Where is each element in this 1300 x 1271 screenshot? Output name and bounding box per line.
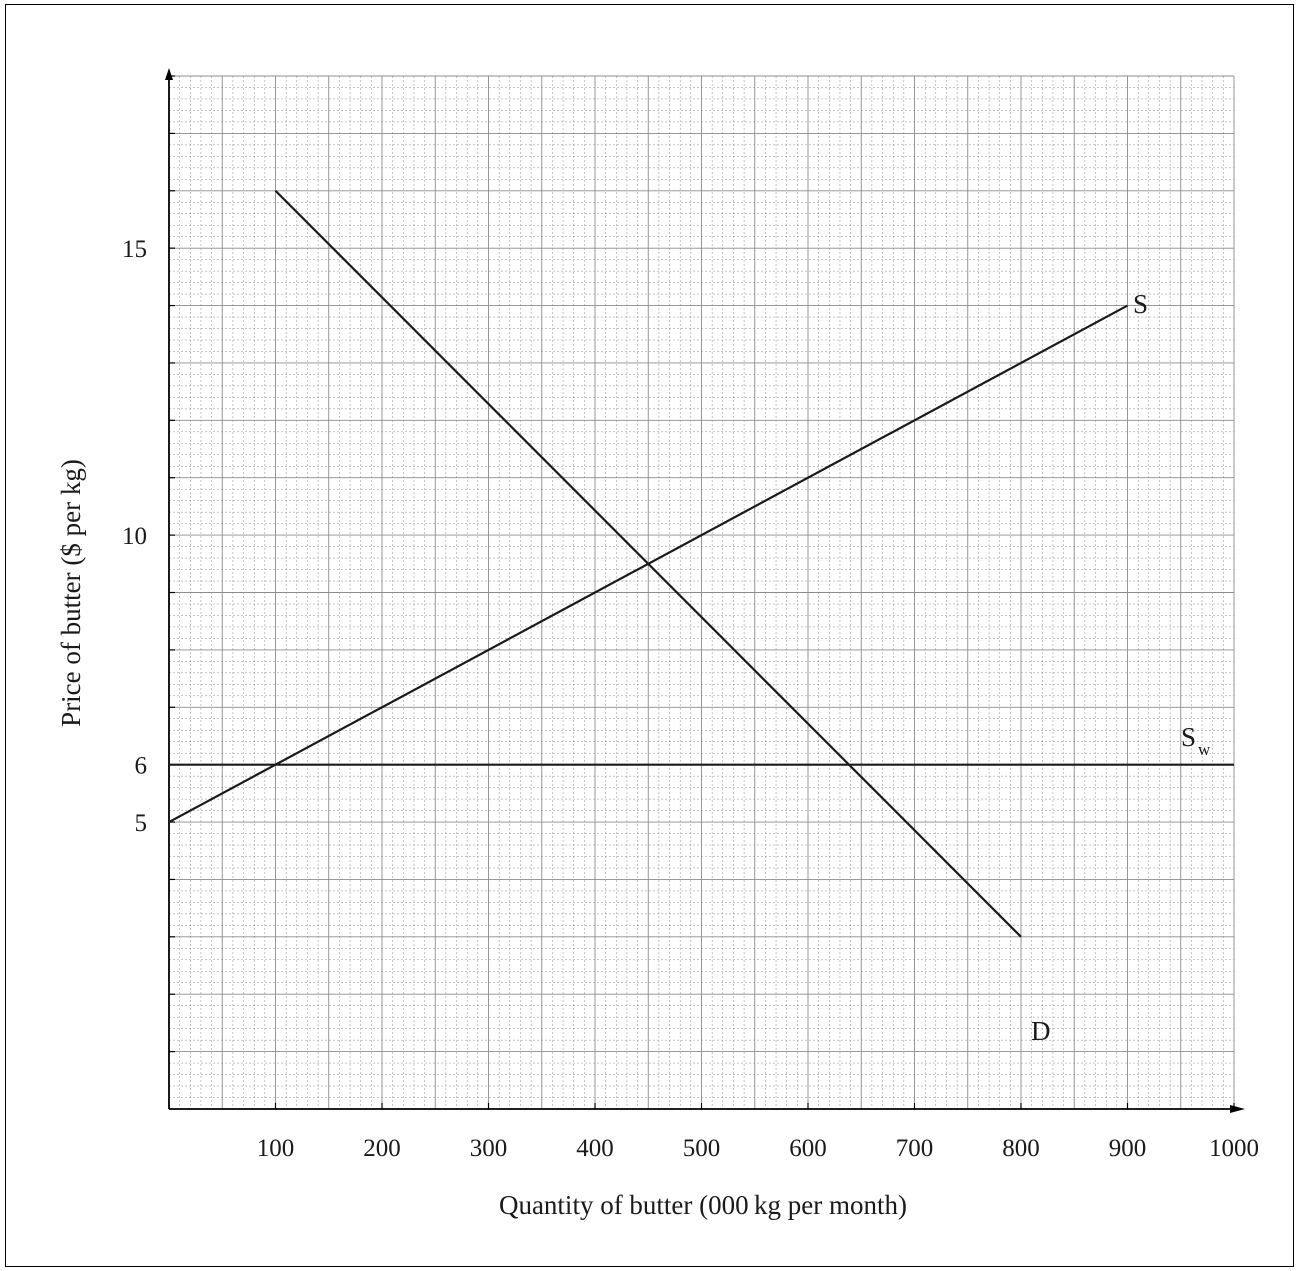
x-tick-label: 100: [257, 1135, 295, 1162]
tick-labels: 100 200 300 400 500 600 700 800 900 1000 5 6 10 15: [122, 236, 1259, 1162]
y-tick-label: 15: [122, 236, 147, 263]
x-tick-label: 500: [683, 1135, 721, 1162]
y-tick-label: 10: [122, 523, 147, 550]
x-tick-label: 900: [1109, 1135, 1147, 1162]
y-axis-arrowhead: [165, 68, 173, 80]
y-tick-label: 6: [135, 753, 148, 780]
curve-label-world-supply-subscript: w: [1198, 740, 1211, 759]
axes: [165, 68, 1245, 1113]
x-tick-label: 800: [1002, 1135, 1040, 1162]
grid: [169, 76, 1234, 1109]
y-tick-label: 5: [135, 810, 148, 837]
y-axis-label: Price of butter ($ per kg): [56, 459, 86, 727]
x-axis-arrowhead: [1230, 1105, 1245, 1113]
x-axis-label: Quantity of butter (000 kg per month): [499, 1190, 907, 1220]
curve-label-world-supply-main: S: [1181, 722, 1196, 752]
x-tick-label: 400: [576, 1135, 614, 1162]
curve-label-demand: D: [1031, 1016, 1051, 1046]
x-tick-label: 1000: [1209, 1135, 1259, 1162]
curve-label-supply: S: [1133, 289, 1148, 319]
x-tick-label: 600: [789, 1135, 827, 1162]
x-tick-label: 700: [896, 1135, 934, 1162]
x-tick-label: 200: [363, 1135, 401, 1162]
x-tick-label: 300: [470, 1135, 508, 1162]
